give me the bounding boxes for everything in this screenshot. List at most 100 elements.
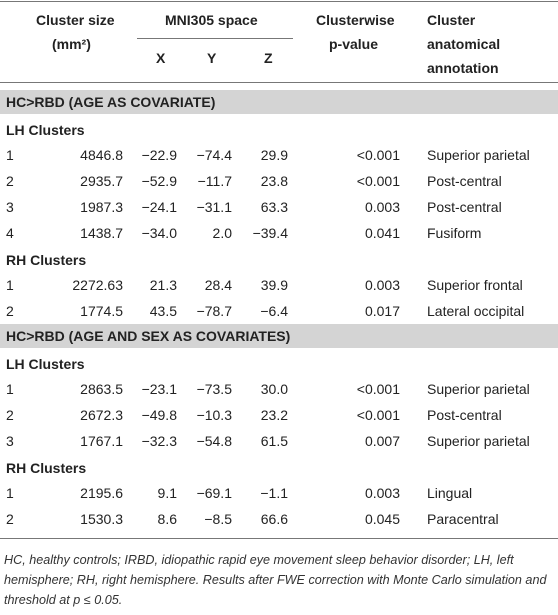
group-label: LH Clusters <box>6 356 85 372</box>
cell: 23.8 <box>260 173 288 189</box>
cell: 39.9 <box>260 277 288 293</box>
cell: 23.2 <box>260 407 288 423</box>
cell: 2 <box>6 303 14 319</box>
header: Clusterwise <box>316 12 395 28</box>
cell: Superior parietal <box>427 433 530 449</box>
cell: 1530.3 <box>80 511 123 527</box>
group-label: RH Clusters <box>6 460 87 476</box>
cell: −34.0 <box>141 225 177 241</box>
cell: 1767.1 <box>80 433 123 449</box>
cell: 2863.5 <box>80 381 123 397</box>
cell: 0.007 <box>364 433 400 449</box>
top-rule <box>0 1 558 2</box>
header: p-value <box>329 36 379 52</box>
cell: −22.9 <box>141 147 177 163</box>
cell: Fusiform <box>427 225 482 241</box>
cell: 1987.3 <box>80 199 123 215</box>
cell: <0.001 <box>356 381 400 397</box>
cell: −78.7 <box>196 303 232 319</box>
cell: <0.001 <box>356 147 400 163</box>
cell: 0.017 <box>364 303 400 319</box>
cell: 4 <box>6 225 14 241</box>
cell: 4846.8 <box>80 147 123 163</box>
header: (mm²) <box>52 36 91 52</box>
cell: 8.6 <box>157 511 177 527</box>
cell: 0.003 <box>364 277 400 293</box>
header: Cluster size <box>36 12 115 28</box>
header: Cluster <box>427 12 476 28</box>
cell: 1438.7 <box>80 225 123 241</box>
cell: 0.003 <box>364 485 400 501</box>
bottom-rule <box>0 538 558 539</box>
cell: −1.1 <box>260 485 288 501</box>
cell: Post-central <box>427 199 502 215</box>
cell: 2 <box>6 173 14 189</box>
cell: 28.4 <box>204 277 232 293</box>
cell: −74.4 <box>196 147 232 163</box>
cell: 43.5 <box>149 303 177 319</box>
footnote: HC, healthy controls; IRBD, idiopathic r… <box>4 553 547 607</box>
cell: Superior parietal <box>427 147 530 163</box>
cell: 3 <box>6 199 14 215</box>
cell: 0.003 <box>364 199 400 215</box>
header-rule <box>137 38 293 39</box>
cell: −8.5 <box>204 511 232 527</box>
section-title: HC>RBD (AGE AS COVARIATE) <box>6 94 216 110</box>
header: X <box>156 50 166 66</box>
cell: Lateral occipital <box>427 303 525 319</box>
cell: Post-central <box>427 407 502 423</box>
group-label: RH Clusters <box>6 252 87 268</box>
cell: 30.0 <box>260 381 288 397</box>
cell: 9.1 <box>157 485 177 501</box>
header: annotation <box>427 60 499 76</box>
cell: <0.001 <box>356 407 400 423</box>
header: Y <box>207 50 217 66</box>
cell: −32.3 <box>141 433 177 449</box>
group-label: LH Clusters <box>6 122 85 138</box>
cell: −73.5 <box>196 381 232 397</box>
cell: 63.3 <box>260 199 288 215</box>
cell: 21.3 <box>149 277 177 293</box>
section-bar <box>0 90 558 114</box>
cell: Superior parietal <box>427 381 530 397</box>
cell: 1 <box>6 381 14 397</box>
cell: 2272.63 <box>72 277 123 293</box>
cell: <0.001 <box>356 173 400 189</box>
header: MNI305 space <box>165 12 258 28</box>
cell: Post-central <box>427 173 502 189</box>
cell: 0.045 <box>364 511 400 527</box>
cell: −69.1 <box>196 485 232 501</box>
cell: −11.7 <box>197 173 232 189</box>
cell: −6.4 <box>260 303 288 319</box>
cell: 2 <box>6 511 14 527</box>
cell: 61.5 <box>260 433 288 449</box>
cell: −39.4 <box>252 225 288 241</box>
header-bottom-rule <box>0 82 558 83</box>
cell: −54.8 <box>196 433 232 449</box>
cell: 2672.3 <box>80 407 123 423</box>
cell: 1 <box>6 485 14 501</box>
cell: 2 <box>6 407 14 423</box>
cell: 2935.7 <box>80 173 123 189</box>
cell: Paracentral <box>427 511 499 527</box>
cell: −31.1 <box>196 199 232 215</box>
cell: −24.1 <box>141 199 177 215</box>
section-bar <box>0 324 558 348</box>
cell: −23.1 <box>141 381 177 397</box>
cell: 2.0 <box>212 225 232 241</box>
cell: 66.6 <box>260 511 288 527</box>
cell: −49.8 <box>141 407 177 423</box>
cell: −10.3 <box>196 407 232 423</box>
cell: 0.041 <box>364 225 400 241</box>
cell: 1774.5 <box>80 303 123 319</box>
cell: 1 <box>6 147 14 163</box>
cell: 3 <box>6 433 14 449</box>
cell: Lingual <box>427 485 473 501</box>
cell: 29.9 <box>260 147 288 163</box>
cell: 2195.6 <box>80 485 123 501</box>
cell: 1 <box>6 277 14 293</box>
header: Z <box>264 50 273 66</box>
header: anatomical <box>427 36 501 52</box>
cell: Superior frontal <box>427 277 523 293</box>
section-title: HC>RBD (AGE AND SEX AS COVARIATES) <box>6 328 291 344</box>
